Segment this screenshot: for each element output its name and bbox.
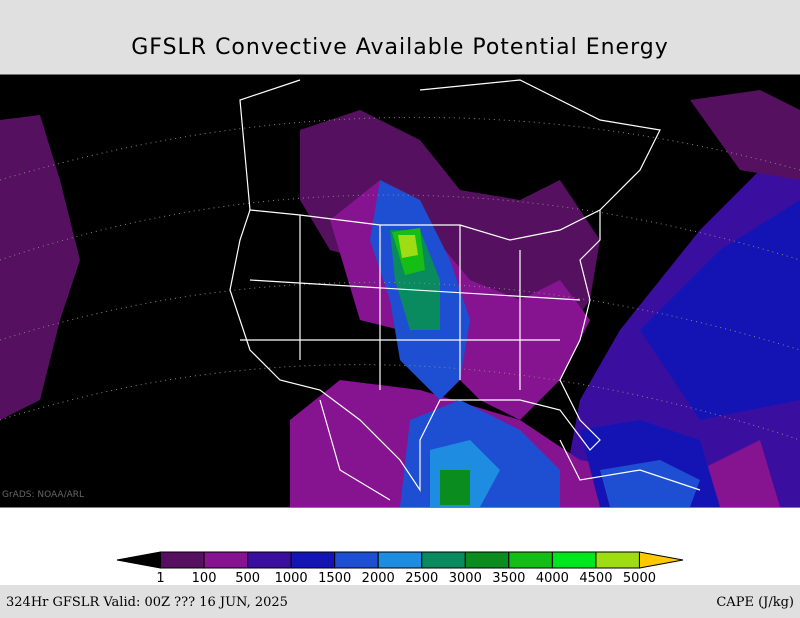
colorbar-label: 3000 xyxy=(449,571,482,586)
colorbar-segment xyxy=(247,551,292,569)
footer-right: CAPE (J/kg) xyxy=(716,595,794,610)
colorbar: 1 100 500 1000 1500 2000 2500 3000 3500 4000 4500 5… xyxy=(116,551,684,586)
header-band xyxy=(0,0,800,75)
colorbar-label: 1500 xyxy=(318,571,351,586)
cape-field xyxy=(0,90,800,507)
colorbar-label: 2500 xyxy=(405,571,438,586)
colorbar-segment xyxy=(334,551,379,569)
colorbar-segment xyxy=(508,551,553,569)
colorbar-segment xyxy=(203,551,249,569)
colorbar-label: 100 xyxy=(192,571,217,586)
graticule xyxy=(0,116,800,441)
colorbar-segment xyxy=(421,551,466,569)
colorbar-label: 500 xyxy=(235,571,260,586)
footer-left: 324Hr GFSLR Valid: 00Z ??? 16 JUN, 2025 xyxy=(6,595,288,610)
colorbar-segment xyxy=(551,551,597,569)
colorbar-segment xyxy=(290,551,336,569)
footer-band xyxy=(0,585,800,618)
colorbar-segment xyxy=(116,551,162,569)
colorbar-segment xyxy=(464,551,510,569)
borders xyxy=(229,79,701,501)
colorbar-label: 1 xyxy=(156,571,164,586)
colorbar-label: 4000 xyxy=(536,571,569,586)
colorbar-segment xyxy=(160,551,205,569)
colorbar-segment xyxy=(377,551,423,569)
colorbar-label: 1000 xyxy=(275,571,308,586)
colorbar-segment xyxy=(595,551,640,569)
watermark: GrADS: NOAA/ARL xyxy=(2,490,84,500)
map: GrADS: NOAA/ARL xyxy=(0,74,800,508)
title: GFSLR Convective Available Potential Ene… xyxy=(131,35,668,60)
colorbar-label: 4500 xyxy=(579,571,612,586)
colorbar-segment xyxy=(638,551,684,569)
colorbar-label: 2000 xyxy=(362,571,395,586)
colorbar-label: 5000 xyxy=(623,571,656,586)
colorbar-label: 3500 xyxy=(492,571,525,586)
